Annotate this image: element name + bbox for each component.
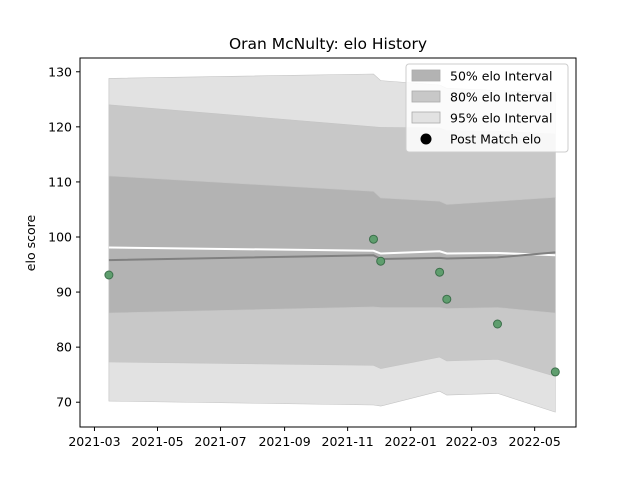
legend-label: Post Match elo bbox=[450, 132, 541, 147]
y-tick-label: 100 bbox=[48, 229, 72, 244]
x-tick-label: 2022-05 bbox=[509, 434, 561, 449]
post-match-point bbox=[435, 267, 445, 277]
center-line-4 bbox=[108, 246, 556, 257]
plot-area bbox=[104, 73, 560, 413]
band-3 bbox=[108, 175, 556, 314]
x-tick-label: 2021-05 bbox=[131, 434, 183, 449]
legend-label: 50% elo Interval bbox=[450, 69, 552, 84]
y-tick-label: 70 bbox=[56, 395, 72, 410]
post-match-point bbox=[104, 270, 114, 280]
post-match-point bbox=[493, 319, 502, 329]
legend-label: 95% elo Interval bbox=[450, 111, 552, 126]
legend-swatch bbox=[411, 111, 441, 124]
y-axis-label: elo score bbox=[23, 215, 38, 272]
x-tick-label: 2022-01 bbox=[385, 434, 437, 449]
post-match-point bbox=[376, 256, 386, 266]
plot-frame bbox=[79, 57, 577, 428]
x-tick-label: 2021-07 bbox=[194, 434, 246, 449]
legend: 50% elo Interval 80% elo Interval 95% elo … bbox=[405, 63, 569, 153]
post-match-point bbox=[369, 234, 378, 244]
y-tick-label: 90 bbox=[56, 285, 72, 300]
y-tick-label: 120 bbox=[48, 119, 72, 134]
center-line-5 bbox=[108, 251, 556, 262]
x-tick-label: 2021-03 bbox=[68, 434, 120, 449]
legend-marker bbox=[420, 133, 432, 145]
y-tick-label: 110 bbox=[48, 174, 72, 189]
y-tick-label: 80 bbox=[56, 340, 72, 355]
legend-swatch bbox=[411, 90, 441, 103]
y-tick-label: 130 bbox=[48, 64, 72, 79]
legend-swatch bbox=[411, 69, 441, 82]
legend-label: 80% elo Interval bbox=[450, 90, 552, 105]
x-tick-label: 2021-11 bbox=[322, 434, 374, 449]
chart-title: Oran McNulty: elo History bbox=[229, 35, 427, 53]
axes: 2021-03 2021-05 2021-07 2021-09 2021-11 2022-… bbox=[48, 57, 577, 449]
x-tick-label: 2021-09 bbox=[258, 434, 310, 449]
post-match-point bbox=[550, 367, 560, 377]
post-match-point bbox=[442, 294, 452, 304]
legend-box bbox=[405, 63, 569, 153]
x-tick-label: 2022-03 bbox=[446, 434, 498, 449]
